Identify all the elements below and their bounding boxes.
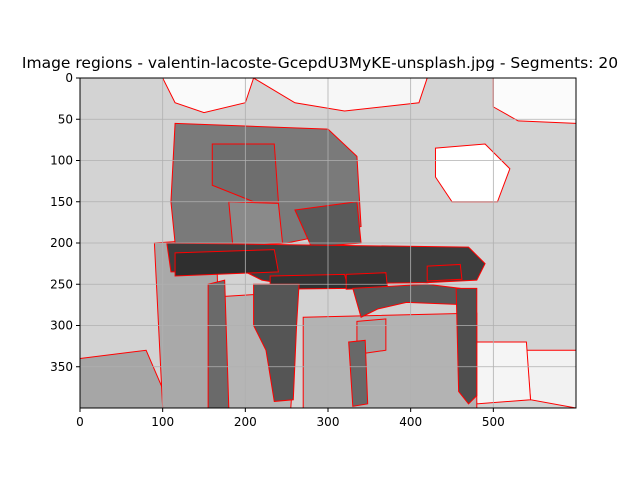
- x-axis: 0 100 200 300 400 500: [76, 408, 505, 429]
- y-tick-label-7: 350: [50, 360, 73, 374]
- segment-region-25: [208, 280, 229, 408]
- chart-title: Image regions - valentin-lacoste-GcepdU3…: [22, 54, 618, 72]
- y-tick-label-4: 200: [50, 236, 73, 250]
- y-tick-label-2: 100: [50, 154, 73, 168]
- segment-region-5: [526, 350, 576, 408]
- segment-region-23: [456, 288, 477, 404]
- y-tick-label-5: 250: [50, 277, 73, 291]
- x-tick-label-0: 0: [76, 415, 84, 429]
- segment-region-14: [229, 202, 283, 247]
- y-tick-label-1: 50: [58, 112, 73, 126]
- segment-region-6: [469, 342, 531, 404]
- x-tick-label-1: 100: [151, 415, 174, 429]
- x-tick-label-3: 300: [317, 415, 340, 429]
- segment-region-17: [175, 250, 278, 276]
- plot-area: [80, 78, 576, 408]
- segment-region-10: [303, 313, 477, 408]
- segment-region-20: [427, 264, 462, 281]
- y-tick-label-3: 150: [50, 195, 73, 209]
- y-tick-label-6: 300: [50, 319, 73, 333]
- y-tick-label-0: 0: [65, 71, 73, 85]
- x-tick-label-4: 400: [399, 415, 422, 429]
- x-tick-label-2: 200: [234, 415, 257, 429]
- y-axis: 0 50 100 150 200 250 300 350: [50, 71, 80, 374]
- x-tick-label-5: 500: [482, 415, 505, 429]
